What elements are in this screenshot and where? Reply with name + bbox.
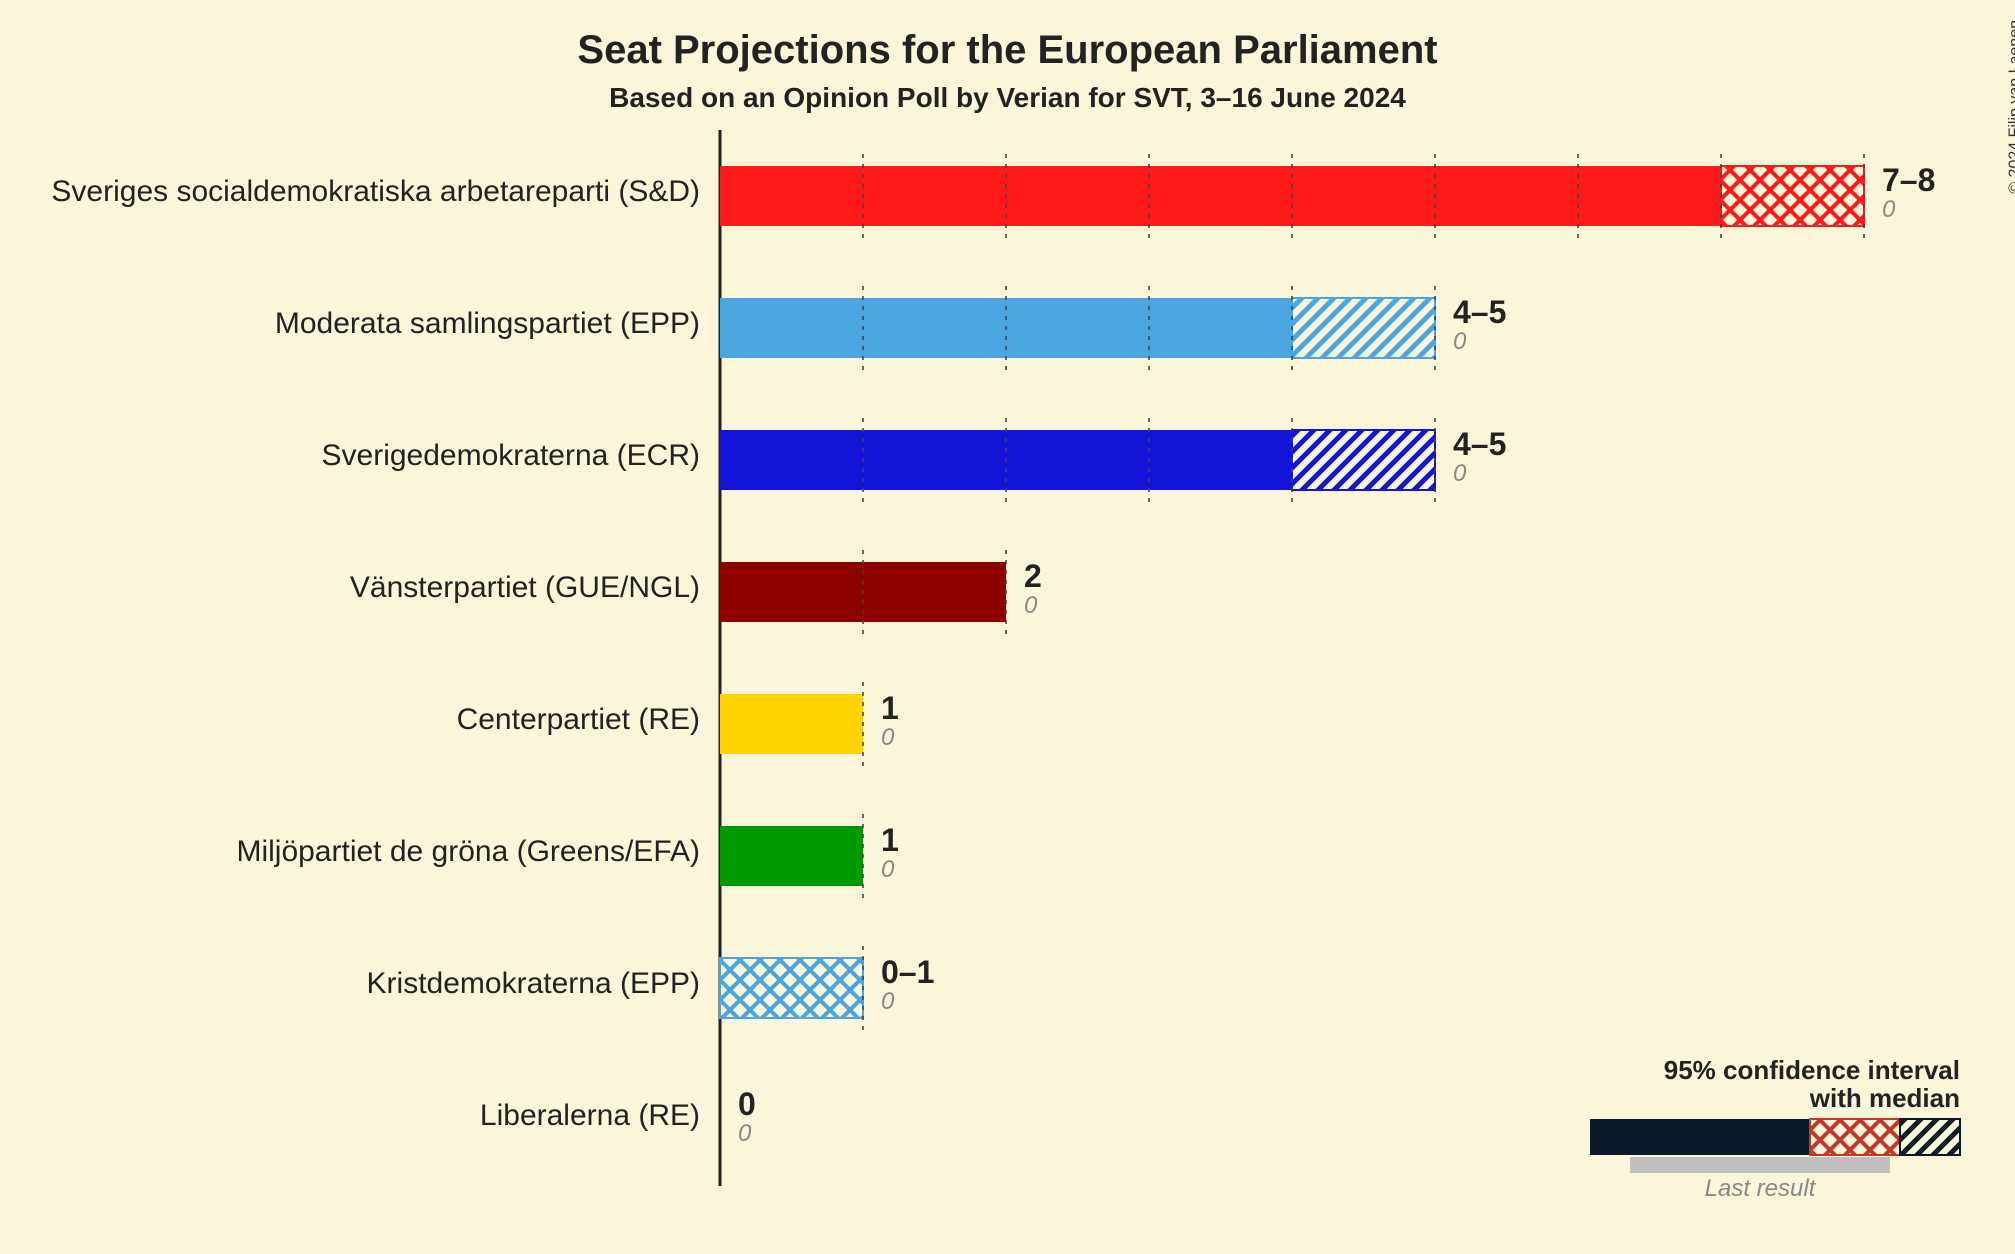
value-label: 0 — [738, 1086, 756, 1123]
legend-bar-cross — [1810, 1119, 1900, 1155]
last-result-label: 0 — [881, 988, 894, 1016]
last-result-label: 0 — [881, 856, 894, 884]
value-label: 2 — [1024, 558, 1042, 595]
party-label: Sveriges socialdemokratiska arbetarepart… — [0, 175, 700, 209]
last-result-label: 0 — [881, 724, 894, 752]
bar-hatched — [1292, 298, 1435, 358]
value-label: 1 — [881, 690, 899, 727]
bar-hatched — [720, 958, 863, 1018]
chart-title: Seat Projections for the European Parlia… — [0, 28, 2015, 73]
last-result-label: 0 — [1882, 196, 1895, 224]
copyright: © 2024 Filip van Laenen — [2007, 20, 2015, 194]
legend-bar-solid — [1590, 1119, 1810, 1155]
last-result-label: 0 — [1453, 460, 1466, 488]
value-label: 1 — [881, 822, 899, 859]
party-label: Miljöpartiet de gröna (Greens/EFA) — [0, 835, 700, 869]
party-label: Moderata samlingspartiet (EPP) — [0, 307, 700, 341]
bar-solid — [720, 694, 863, 754]
last-result-label: 0 — [738, 1120, 751, 1148]
value-label: 4–5 — [1453, 426, 1506, 463]
legend-last-bar — [1630, 1157, 1890, 1173]
last-result-label: 0 — [1453, 328, 1466, 356]
party-label: Centerpartiet (RE) — [0, 703, 700, 737]
bar-solid — [720, 826, 863, 886]
last-result-label: 0 — [1024, 592, 1037, 620]
value-label: 4–5 — [1453, 294, 1506, 331]
party-label: Sverigedemokraterna (ECR) — [0, 439, 700, 473]
value-label: 7–8 — [1882, 162, 1935, 199]
legend-line1: 95% confidence interval — [1664, 1055, 1960, 1086]
party-label: Vänsterpartiet (GUE/NGL) — [0, 571, 700, 605]
legend-line2: with median — [1810, 1083, 1960, 1114]
legend-bar-diag — [1900, 1119, 1960, 1155]
party-label: Kristdemokraterna (EPP) — [0, 967, 700, 1001]
chart-subtitle: Based on an Opinion Poll by Verian for S… — [0, 82, 2015, 114]
chart-root: Sveriges socialdemokratiska arbetarepart… — [0, 0, 2015, 1254]
bar-hatched — [1292, 430, 1435, 490]
bar-solid — [720, 166, 1721, 226]
party-label: Liberalerna (RE) — [0, 1099, 700, 1133]
bar-hatched — [1721, 166, 1864, 226]
value-label: 0–1 — [881, 954, 934, 991]
legend-last-text: Last result — [1630, 1175, 1890, 1203]
